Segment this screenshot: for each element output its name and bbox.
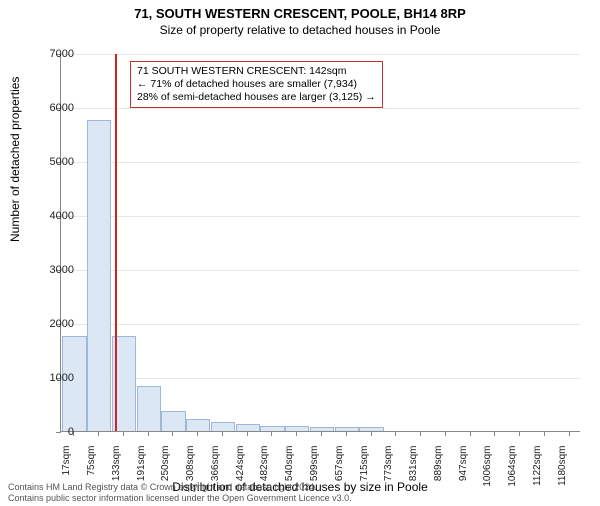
title-main: 71, SOUTH WESTERN CRESCENT, POOLE, BH14 … (0, 6, 600, 21)
x-tick (98, 431, 99, 436)
gridline (61, 216, 580, 217)
x-tick (420, 431, 421, 436)
y-tick-label: 7000 (34, 48, 74, 60)
x-tick (544, 431, 545, 436)
x-tick-label: 308sqm (185, 446, 196, 496)
x-tick-label: 191sqm (136, 446, 147, 496)
y-axis-title: Number of detached properties (8, 77, 22, 242)
histogram-bar (211, 422, 235, 431)
x-tick-label: 17sqm (61, 446, 72, 496)
x-tick-label: 947sqm (458, 446, 469, 496)
x-tick-label: 1180sqm (557, 446, 568, 496)
histogram-bar (236, 424, 260, 431)
histogram-bar (161, 411, 185, 431)
y-tick-label: 4000 (34, 210, 74, 222)
x-tick-label: 831sqm (408, 446, 419, 496)
x-tick-label: 1006sqm (482, 446, 493, 496)
x-tick-label: 599sqm (309, 446, 320, 496)
y-tick-label: 2000 (34, 318, 74, 330)
x-tick-label: 773sqm (383, 446, 394, 496)
histogram-bar (335, 427, 359, 431)
x-tick (494, 431, 495, 436)
info-line-1: 71 SOUTH WESTERN CRESCENT: 142sqm (137, 65, 376, 78)
x-tick (445, 431, 446, 436)
x-tick (148, 431, 149, 436)
x-tick (172, 431, 173, 436)
x-tick-label: 657sqm (334, 446, 345, 496)
title-sub: Size of property relative to detached ho… (0, 23, 600, 37)
x-tick-label: 366sqm (210, 446, 221, 496)
x-tick-label: 250sqm (160, 446, 171, 496)
chart-titles: 71, SOUTH WESTERN CRESCENT, POOLE, BH14 … (0, 6, 600, 37)
x-tick-label: 133sqm (111, 446, 122, 496)
property-info-box: 71 SOUTH WESTERN CRESCENT: 142sqm ← 71% … (130, 61, 383, 108)
x-tick-label: 75sqm (86, 446, 97, 496)
histogram-bar (87, 120, 111, 432)
info-line-2: ← 71% of detached houses are smaller (7,… (137, 78, 376, 91)
property-marker-line (115, 54, 117, 431)
x-tick (569, 431, 570, 436)
x-tick-label: 715sqm (359, 446, 370, 496)
histogram-bar (137, 386, 161, 431)
plot-region (60, 54, 580, 432)
x-tick (346, 431, 347, 436)
gridline (61, 270, 580, 271)
x-tick (197, 431, 198, 436)
histogram-bar (359, 427, 383, 431)
gridline (61, 54, 580, 55)
gridline (61, 162, 580, 163)
x-tick-label: 540sqm (284, 446, 295, 496)
y-tick-label: 1000 (34, 372, 74, 384)
x-tick (395, 431, 396, 436)
x-tick-label: 482sqm (259, 446, 270, 496)
gridline (61, 324, 580, 325)
x-tick (371, 431, 372, 436)
x-tick-label: 1064sqm (507, 446, 518, 496)
x-tick (296, 431, 297, 436)
histogram-bar (285, 426, 309, 431)
x-tick (271, 431, 272, 436)
x-tick-label: 1122sqm (532, 446, 543, 496)
y-tick-label: 3000 (34, 264, 74, 276)
info-line-3: 28% of semi-detached houses are larger (… (137, 91, 376, 104)
gridline (61, 378, 580, 379)
histogram-bar (260, 426, 284, 431)
y-tick-label: 5000 (34, 156, 74, 168)
x-tick (470, 431, 471, 436)
x-tick (321, 431, 322, 436)
y-tick-label: 0 (34, 426, 74, 438)
chart-plot-area (60, 54, 580, 432)
x-tick-label: 424sqm (235, 446, 246, 496)
x-tick (247, 431, 248, 436)
histogram-bar (186, 419, 210, 431)
x-tick (123, 431, 124, 436)
y-tick-label: 6000 (34, 102, 74, 114)
x-tick (519, 431, 520, 436)
x-tick-label: 889sqm (433, 446, 444, 496)
x-tick (222, 431, 223, 436)
